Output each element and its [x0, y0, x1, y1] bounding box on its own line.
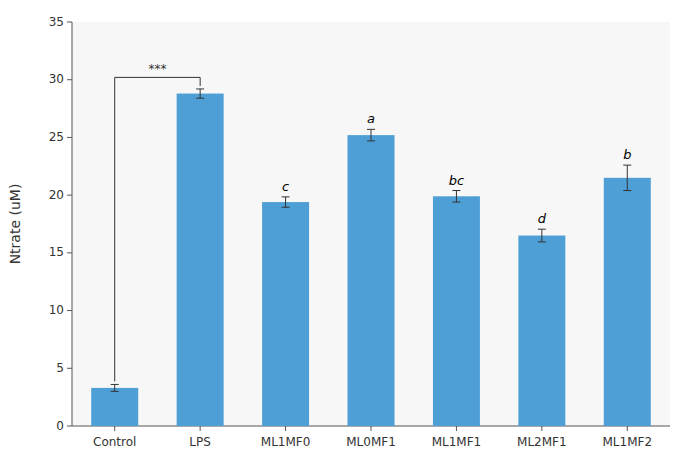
y-tick-label: 35 — [49, 15, 64, 29]
y-tick — [67, 22, 72, 23]
y-tick — [67, 368, 72, 369]
chart-container: 0 5 10 15 20 25 30 35 Ntrate (uM) Control LPS ML1MF… — [0, 0, 690, 472]
x-tick-label: ML2MF1 — [517, 435, 567, 449]
x-tick — [627, 426, 628, 431]
y-tick-label: 25 — [49, 130, 64, 144]
x-tick-label: LPS — [189, 435, 211, 449]
error-bar — [538, 229, 546, 242]
significance-bracket — [115, 77, 200, 381]
x-tick-label: ML0MF1 — [346, 435, 396, 449]
y-tick-label: 0 — [56, 419, 64, 433]
y-tick — [67, 426, 72, 427]
bar — [433, 196, 480, 426]
error-bar — [282, 197, 290, 207]
x-tick — [541, 426, 542, 431]
y-tick-label: 20 — [49, 188, 64, 202]
x-tick-label: ML1MF1 — [432, 435, 482, 449]
significance-label: b — [623, 147, 631, 162]
bars — [91, 89, 651, 426]
significance-label: a — [367, 111, 375, 126]
bar — [262, 202, 309, 426]
error-bar — [196, 89, 204, 98]
x-tick — [200, 426, 201, 431]
x-tick-label: ML1MF0 — [261, 435, 311, 449]
y-axis-line — [72, 22, 73, 426]
y-tick-label: 5 — [56, 361, 64, 375]
bracket-label: *** — [148, 62, 166, 76]
x-tick — [456, 426, 457, 431]
error-bar — [111, 384, 119, 391]
bar — [348, 135, 395, 426]
chart: 0 5 10 15 20 25 30 35 Ntrate (uM) Control LPS ML1MF… — [0, 0, 690, 472]
bar — [91, 388, 138, 426]
bar — [604, 178, 651, 426]
error-bar — [367, 129, 375, 141]
x-tick-label: Control — [93, 435, 136, 449]
significance-label: c — [282, 179, 289, 194]
bar — [518, 236, 565, 426]
y-tick-label: 15 — [49, 245, 64, 259]
significance-label: d — [538, 211, 547, 226]
error-bar — [623, 165, 631, 190]
y-tick — [67, 137, 72, 138]
x-tick — [285, 426, 286, 431]
y-tick — [67, 310, 72, 311]
y-tick — [67, 195, 72, 196]
x-tick — [371, 426, 372, 431]
y-tick-label: 10 — [49, 303, 64, 317]
y-tick — [67, 252, 72, 253]
y-axis-label: Ntrate (uM) — [7, 184, 23, 265]
significance-label: bc — [449, 173, 464, 188]
x-tick — [114, 426, 115, 431]
y-tick-label: 30 — [49, 72, 64, 86]
bar — [177, 94, 224, 426]
y-tick — [67, 79, 72, 80]
error-bar — [452, 191, 460, 203]
x-tick-label: ML1MF2 — [602, 435, 652, 449]
plot-area — [72, 22, 670, 426]
